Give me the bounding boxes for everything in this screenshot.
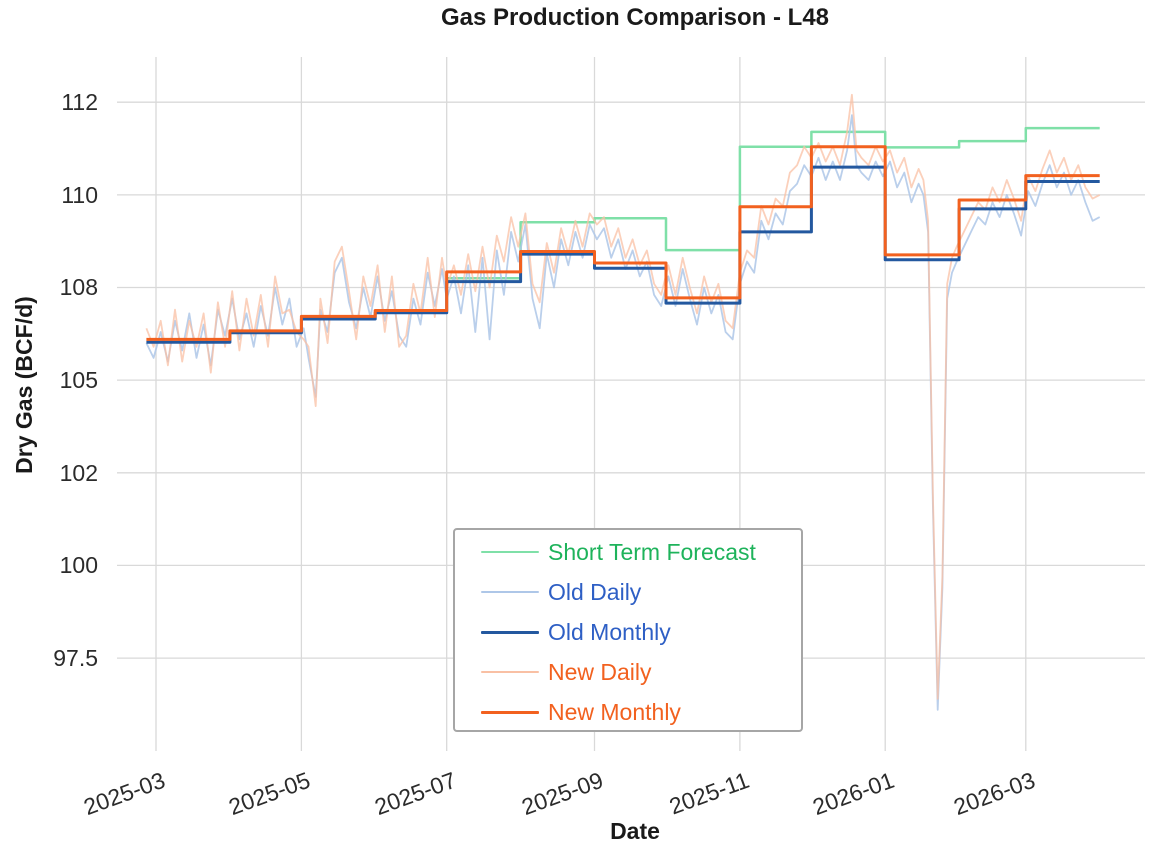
y-tick-label: 105: [59, 367, 98, 393]
y-tick-label: 100: [59, 552, 98, 578]
short-term-forecast-line: [446, 126, 1100, 280]
old-monthly-line: [146, 165, 1100, 344]
legend-item: Old Monthly: [455, 612, 801, 652]
legend-line-sample: [481, 591, 539, 593]
legend-line-sample: [481, 710, 539, 714]
new-daily-line: [145, 93, 1101, 700]
legend-item: New Monthly: [455, 692, 801, 732]
y-tick-label: 102: [59, 460, 98, 486]
chart-title: Gas Production Comparison - L48: [440, 4, 830, 31]
new-monthly-line: [146, 145, 1100, 341]
y-tick-label: 110: [61, 182, 98, 208]
legend-item: Old Daily: [455, 572, 801, 612]
legend-line-sample: [481, 630, 539, 634]
legend: Short Term Forecast Old Daily Old Monthly N…: [453, 528, 803, 732]
legend-item-label: New Daily: [548, 658, 652, 685]
y-tick-label: 97.5: [53, 645, 98, 671]
x-axis-title: Date: [610, 818, 660, 844]
legend-item-label: Old Monthly: [548, 618, 671, 645]
legend-line-sample: [481, 671, 539, 673]
legend-item: New Daily: [455, 652, 801, 692]
legend-item-label: Old Daily: [548, 578, 642, 605]
legend-item-label: Short Term Forecast: [548, 538, 756, 565]
legend-item: Short Term Forecast: [455, 532, 801, 572]
legend-line-sample: [481, 550, 539, 554]
legend-item-label: New Monthly: [548, 698, 681, 725]
y-tick-label: 108: [59, 274, 98, 300]
y-tick-label: 112: [61, 89, 98, 115]
